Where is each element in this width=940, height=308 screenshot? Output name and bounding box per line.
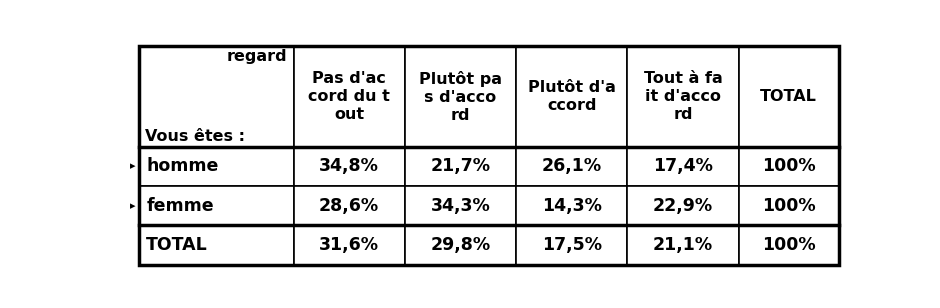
Text: homme: homme — [147, 157, 219, 176]
Text: 26,1%: 26,1% — [541, 157, 602, 176]
Bar — [139, 225, 293, 265]
Text: 28,6%: 28,6% — [319, 197, 379, 215]
Text: regard: regard — [227, 49, 288, 64]
Bar — [516, 225, 627, 265]
Text: 14,3%: 14,3% — [541, 197, 602, 215]
Text: 29,8%: 29,8% — [431, 236, 491, 254]
Text: 22,9%: 22,9% — [653, 197, 713, 215]
Text: 34,3%: 34,3% — [431, 197, 491, 215]
Text: TOTAL: TOTAL — [760, 89, 817, 104]
Bar — [739, 186, 838, 225]
Bar — [739, 225, 838, 265]
Bar — [627, 225, 739, 265]
Text: 100%: 100% — [762, 236, 816, 254]
Text: 17,5%: 17,5% — [541, 236, 602, 254]
Bar — [739, 147, 838, 186]
Text: ▸: ▸ — [130, 201, 135, 211]
Bar — [405, 186, 516, 225]
Bar — [139, 47, 293, 147]
Bar — [293, 186, 405, 225]
Text: Plutôt d'a
ccord: Plutôt d'a ccord — [528, 80, 616, 113]
Text: 21,7%: 21,7% — [431, 157, 491, 176]
Text: ▸: ▸ — [130, 161, 135, 172]
Text: 100%: 100% — [762, 197, 816, 215]
Bar — [627, 147, 739, 186]
Text: 17,4%: 17,4% — [653, 157, 713, 176]
Bar — [293, 147, 405, 186]
Bar — [516, 186, 627, 225]
Text: 21,1%: 21,1% — [653, 236, 713, 254]
Text: 31,6%: 31,6% — [320, 236, 379, 254]
Bar — [739, 47, 838, 147]
Bar — [405, 47, 516, 147]
Bar — [293, 47, 405, 147]
Text: Pas d'ac
cord du t
out: Pas d'ac cord du t out — [308, 71, 390, 122]
Bar — [627, 47, 739, 147]
Text: 100%: 100% — [762, 157, 816, 176]
Bar — [627, 186, 739, 225]
Bar — [405, 147, 516, 186]
Bar — [516, 147, 627, 186]
Text: Tout à fa
it d'acco
rd: Tout à fa it d'acco rd — [644, 71, 723, 122]
Bar — [139, 147, 293, 186]
Text: TOTAL: TOTAL — [147, 236, 208, 254]
Bar — [293, 225, 405, 265]
Bar — [139, 186, 293, 225]
Bar — [516, 47, 627, 147]
Text: femme: femme — [147, 197, 214, 215]
Text: Vous êtes :: Vous êtes : — [145, 129, 245, 144]
Bar — [405, 225, 516, 265]
Text: Plutôt pa
s d'acco
rd: Plutôt pa s d'acco rd — [419, 71, 502, 123]
Text: 34,8%: 34,8% — [320, 157, 379, 176]
